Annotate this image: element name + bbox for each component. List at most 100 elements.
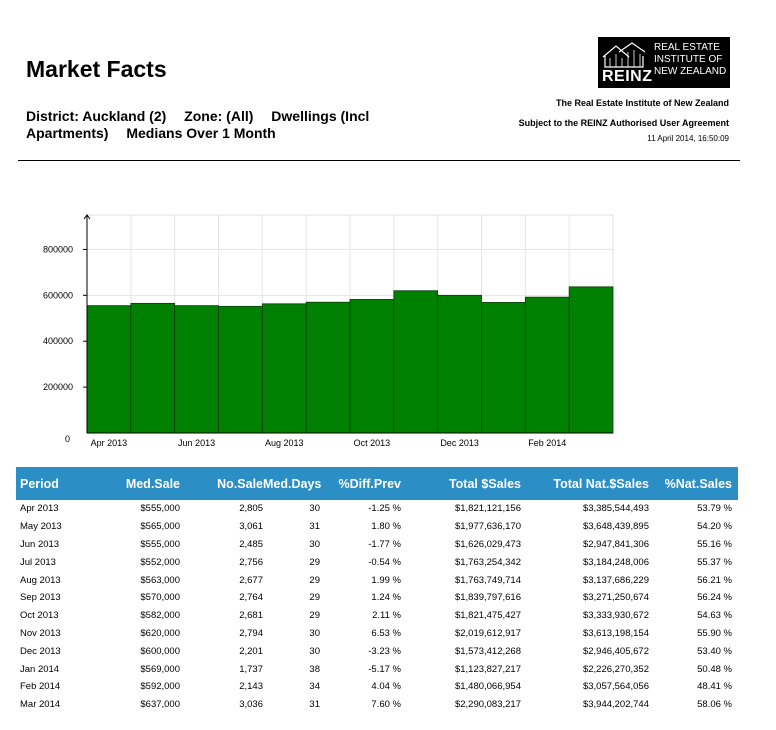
cell-diff-prev: -1.25 % — [368, 503, 401, 515]
cell-med-sale: $552,000 — [140, 556, 180, 568]
x-tick-label: Oct 2013 — [354, 438, 391, 448]
cell-nat-sales-pct: 50.48 % — [697, 663, 732, 675]
cell-no-sale: 2,677 — [239, 574, 263, 586]
cell-no-sale: 2,201 — [239, 645, 263, 657]
cell-period: Sep 2013 — [20, 592, 61, 604]
cell-period: Dec 2013 — [20, 645, 61, 657]
cell-med-sale: $555,000 — [140, 538, 180, 550]
cell-period: Nov 2013 — [20, 627, 61, 639]
cell-no-sale: 2,485 — [239, 538, 263, 550]
cell-total-nat-sales: $2,946,405,672 — [582, 645, 649, 657]
y-tick-label: 200000 — [43, 382, 73, 392]
header-divider — [18, 160, 740, 161]
cell-period: Mar 2014 — [20, 699, 61, 711]
cell-total-nat-sales: $3,613,198,154 — [582, 627, 649, 639]
cell-total-nat-sales: $2,947,841,306 — [582, 538, 649, 550]
x-tick-label: Apr 2013 — [91, 438, 128, 448]
cell-nat-sales-pct: 53.79 % — [697, 503, 732, 515]
x-tick-label: Dec 2013 — [440, 438, 479, 448]
house-outline-icon — [602, 42, 646, 68]
bar — [393, 290, 439, 434]
cell-period: May 2013 — [20, 521, 62, 533]
col-header-med-sale: Med.Sale — [94, 467, 180, 500]
cell-total-sales: $2,290,083,217 — [454, 699, 521, 711]
cell-diff-prev: 4.04 % — [371, 681, 401, 693]
cell-med-days: 30 — [309, 645, 320, 657]
bar — [305, 301, 351, 434]
reinz-logo: REINZ REAL ESTATE INSTITUTE OF NEW ZEALA… — [598, 37, 730, 88]
bar — [481, 302, 526, 434]
table-row: Dec 2013 $600,000 2,201 30 -3.23 % $1,573,412… — [16, 642, 738, 660]
cell-diff-prev: -5.17 % — [368, 663, 401, 675]
cell-nat-sales-pct: 55.37 % — [697, 556, 732, 568]
y-tick-label: 400000 — [43, 336, 73, 346]
cell-nat-sales-pct: 58.06 % — [697, 699, 732, 711]
y-tick-label: 600000 — [43, 290, 73, 300]
y-tick-label: 800000 — [43, 244, 73, 254]
cell-med-sale: $592,000 — [140, 681, 180, 693]
cell-period: Aug 2013 — [20, 574, 61, 586]
cell-no-sale: 2,143 — [239, 681, 263, 693]
col-header-nat-sales-pct: %Nat.Sales — [649, 467, 738, 500]
cell-total-sales: $1,821,475,427 — [454, 610, 521, 622]
table-body: Apr 2013 $555,000 2,805 30 -1.25 % $1,821,121… — [16, 500, 738, 714]
cell-med-sale: $570,000 — [140, 592, 180, 604]
report-date: 11 April 2014, 16:50:09 — [647, 134, 729, 143]
bar — [524, 296, 570, 434]
chart-canvas: 0 200000 400000 600000 800000 Apr 2013 Jun 201… — [43, 214, 614, 448]
table-row: Sep 2013 $570,000 2,764 29 1.24 % $1,839,797,… — [16, 589, 738, 607]
cell-total-sales: $1,123,827,217 — [454, 663, 521, 675]
cell-total-nat-sales: $3,271,250,674 — [582, 592, 649, 604]
col-header-total-nat-sales: Total Nat.$Sales — [521, 467, 649, 500]
cell-period: Oct 2013 — [20, 610, 59, 622]
cell-med-sale: $565,000 — [140, 521, 180, 533]
report-subtitle: District: Auckland (2) Zone: (All) Dwell… — [26, 108, 456, 142]
bar — [349, 299, 395, 434]
cell-med-days: 34 — [309, 681, 320, 693]
table-row: Jun 2013 $555,000 2,485 30 -1.77 % $1,626,029… — [16, 536, 738, 554]
cell-med-sale: $582,000 — [140, 610, 180, 622]
x-tick-label: Aug 2013 — [265, 438, 304, 448]
cell-total-sales: $2,019,612,917 — [454, 627, 521, 639]
cell-total-sales: $1,573,412,268 — [454, 645, 521, 657]
dwellings-filter: Dwellings (Incl Apartments) — [26, 108, 370, 141]
cell-period: Jun 2013 — [20, 538, 60, 550]
table-row: Jul 2013 $552,000 2,756 29 -0.54 % $1,763,254… — [16, 553, 738, 571]
logo-tagline: REAL ESTATE INSTITUTE OF NEW ZEALAND — [654, 42, 726, 78]
cell-med-days: 31 — [309, 699, 320, 711]
cell-total-nat-sales: $3,184,248,006 — [582, 556, 649, 568]
cell-total-nat-sales: $3,137,686,229 — [582, 574, 649, 586]
bar — [437, 294, 482, 434]
col-header-total-sales: Total $Sales — [401, 467, 521, 500]
table-row: Jan 2014 $569,000 1,737 38 -5.17 % $1,123,827… — [16, 660, 738, 678]
bar — [174, 305, 219, 434]
y-tick-label: 0 — [65, 434, 70, 444]
cell-med-sale: $555,000 — [140, 503, 180, 515]
x-tick-label: Jun 2013 — [178, 438, 215, 448]
market-facts-table: Period Med.Sale No.Sale Med.Days %Diff.P… — [16, 467, 738, 714]
cell-no-sale: 3,061 — [239, 521, 263, 533]
x-tick-label: Feb 2014 — [528, 438, 566, 448]
cell-total-sales: $1,763,254,342 — [454, 556, 521, 568]
cell-no-sale: 2,681 — [239, 610, 263, 622]
cell-med-days: 29 — [309, 574, 320, 586]
table-row: Feb 2014 $592,000 2,143 34 4.04 % $1,480,066,… — [16, 678, 738, 696]
cell-nat-sales-pct: 53.40 % — [697, 645, 732, 657]
table-header-row: Period Med.Sale No.Sale Med.Days %Diff.P… — [16, 467, 738, 500]
logo-line-1: REAL ESTATE — [654, 42, 720, 53]
cell-total-nat-sales: $3,944,202,744 — [582, 699, 649, 711]
cell-nat-sales-pct: 56.21 % — [697, 574, 732, 586]
cell-med-sale: $569,000 — [140, 663, 180, 675]
median-sale-chart: 0 200000 400000 600000 800000 Apr 2013 Jun 201… — [0, 205, 776, 465]
y-axis-arrow-icon — [83, 214, 91, 220]
cell-period: Feb 2014 — [20, 681, 61, 693]
cell-med-days: 29 — [309, 556, 320, 568]
bar — [86, 305, 132, 434]
cell-diff-prev: 1.24 % — [371, 592, 401, 604]
col-header-diff-prev: %Diff.Prev — [320, 467, 401, 500]
cell-total-nat-sales: $2,226,270,352 — [582, 663, 649, 675]
cell-no-sale: 2,805 — [239, 503, 263, 515]
cell-total-sales: $1,821,121,156 — [454, 503, 521, 515]
cell-total-nat-sales: $3,648,439,895 — [582, 521, 649, 533]
cell-total-nat-sales: $3,385,544,493 — [582, 503, 649, 515]
